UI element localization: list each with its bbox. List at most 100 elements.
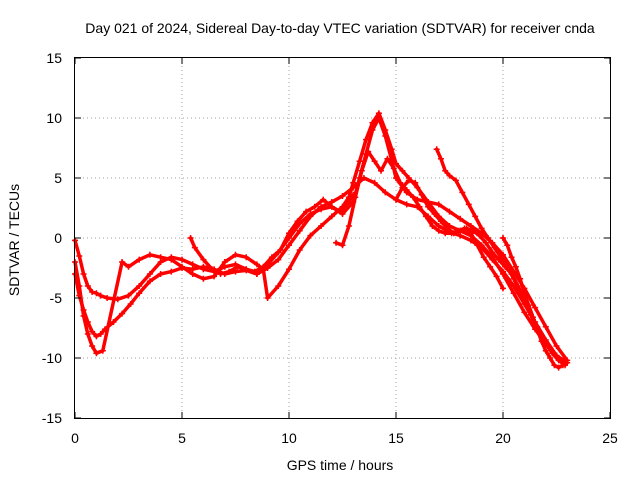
data-point-marker (446, 208, 453, 215)
data-point-marker (243, 266, 250, 273)
data-point-marker (253, 261, 260, 268)
data-point-marker (277, 247, 284, 253)
data-point-marker (157, 254, 164, 261)
data-point-marker (286, 242, 292, 249)
data-point-marker (318, 223, 325, 229)
data-point-marker (179, 256, 185, 263)
data-point-marker (390, 165, 397, 172)
data-point-marker (472, 213, 479, 220)
data-point-marker (352, 194, 359, 201)
data-point-marker (500, 285, 506, 292)
data-point-marker (470, 227, 477, 234)
data-point-marker (431, 211, 438, 217)
data-point-marker (76, 283, 83, 289)
data-point-marker (251, 268, 258, 275)
series-group (72, 110, 571, 371)
data-point-marker (303, 208, 310, 215)
data-point-marker (512, 263, 519, 270)
data-point-marker (146, 271, 153, 277)
data-point-marker (474, 242, 481, 249)
data-point-marker (157, 271, 164, 277)
x-tick-label: 15 (388, 430, 404, 446)
data-point-marker (521, 290, 528, 297)
data-point-marker (403, 187, 410, 193)
data-point-marker (211, 273, 218, 280)
data-point-marker (296, 247, 303, 253)
data-point-marker (339, 193, 346, 199)
data-point-marker (187, 235, 194, 241)
data-point-marker (275, 256, 282, 263)
series-arc-2 (72, 115, 571, 364)
data-point-marker (480, 254, 487, 261)
data-point-marker (307, 211, 314, 217)
data-point-marker (264, 295, 271, 301)
data-point-marker (232, 251, 239, 258)
data-point-marker (226, 268, 233, 275)
data-point-marker (497, 254, 504, 261)
data-point-marker (136, 283, 143, 289)
data-point-marker (504, 242, 511, 249)
data-point-marker (444, 225, 451, 232)
data-point-marker (84, 283, 91, 289)
data-point-marker (328, 203, 335, 210)
data-point-marker (485, 235, 492, 241)
data-point-marker (217, 271, 224, 277)
data-point-marker (378, 167, 385, 174)
data-point-marker (463, 225, 470, 232)
data-point-marker (465, 201, 472, 208)
data-point-marker (93, 290, 100, 297)
data-point-marker (510, 290, 517, 297)
x-tick-label: 25 (602, 430, 618, 446)
y-tick-label: -10 (42, 350, 62, 366)
data-point-marker (384, 155, 391, 162)
data-point-marker (84, 331, 91, 337)
data-point-marker (397, 179, 404, 186)
data-point-marker (99, 347, 106, 354)
data-point-marker (504, 263, 511, 270)
x-tick-label: 20 (495, 430, 511, 446)
data-point-marker (525, 302, 532, 309)
data-point-marker (168, 256, 175, 263)
data-point-marker (442, 230, 449, 237)
data-point-marker (89, 289, 96, 295)
data-point-marker (146, 278, 153, 285)
data-point-marker (136, 256, 143, 263)
data-point-marker (371, 179, 378, 186)
y-tick-label: 5 (54, 170, 62, 186)
data-point-marker (356, 158, 363, 165)
data-point-marker (363, 136, 370, 143)
data-point-marker (76, 253, 83, 259)
data-point-marker (555, 364, 562, 371)
data-point-marker (307, 232, 314, 239)
data-point-marker (200, 266, 207, 273)
data-point-marker (339, 242, 346, 249)
data-point-marker (433, 146, 440, 153)
data-point-marker (393, 160, 399, 167)
data-point-marker (358, 167, 365, 174)
data-point-marker (521, 309, 528, 316)
data-point-marker (243, 254, 250, 261)
data-point-marker (418, 191, 425, 198)
data-point-marker (110, 319, 117, 325)
data-point-marker (500, 271, 506, 277)
data-point-marker (467, 223, 474, 229)
data-point-marker (393, 196, 399, 203)
data-point-marker (429, 223, 436, 229)
data-point-marker (371, 158, 378, 165)
data-point-marker (529, 314, 536, 321)
data-point-marker (80, 271, 87, 277)
data-point-marker (442, 167, 449, 174)
data-point-marker (416, 203, 423, 210)
data-point-marker (538, 338, 545, 345)
data-point-marker (127, 301, 134, 307)
data-point-marker (275, 283, 282, 289)
data-point-marker (208, 266, 215, 273)
data-point-marker (422, 213, 429, 220)
data-point-marker (296, 227, 303, 234)
data-point-marker (89, 328, 96, 335)
data-point-marker (412, 179, 419, 186)
data-point-marker (345, 199, 352, 205)
data-point-marker (547, 355, 554, 361)
data-point-marker (549, 350, 556, 357)
data-point-marker (459, 189, 466, 196)
